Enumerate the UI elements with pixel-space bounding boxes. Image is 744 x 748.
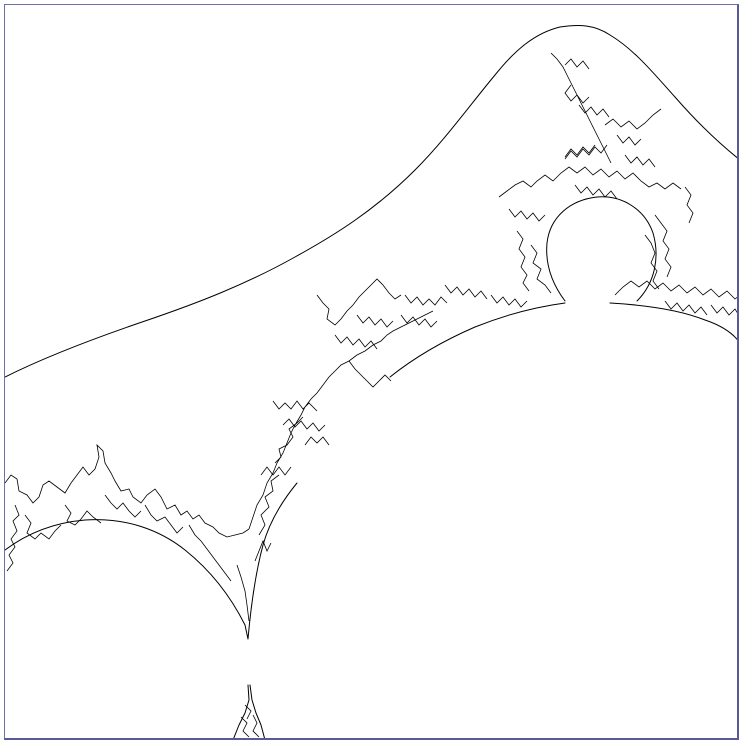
left-lobe-detail (5, 443, 250, 622)
upper-bulb-boundary (546, 196, 657, 302)
right-edge-detail (614, 186, 737, 316)
fractal-contour-canvas (5, 25, 737, 738)
top-antenna-detail (550, 52, 662, 168)
central-stalk-detail (248, 384, 330, 562)
filament-ridge (389, 302, 566, 378)
outer-contour-line (5, 25, 737, 378)
canvas-border (4, 4, 739, 740)
main-bulb-boundary (5, 482, 298, 640)
mid-cluster-detail (316, 278, 528, 388)
upper-bulb-ring-detail (498, 144, 682, 294)
bottom-filament-detail (240, 704, 260, 738)
bottom-filament (233, 684, 265, 738)
right-edge-lobe (609, 302, 737, 341)
